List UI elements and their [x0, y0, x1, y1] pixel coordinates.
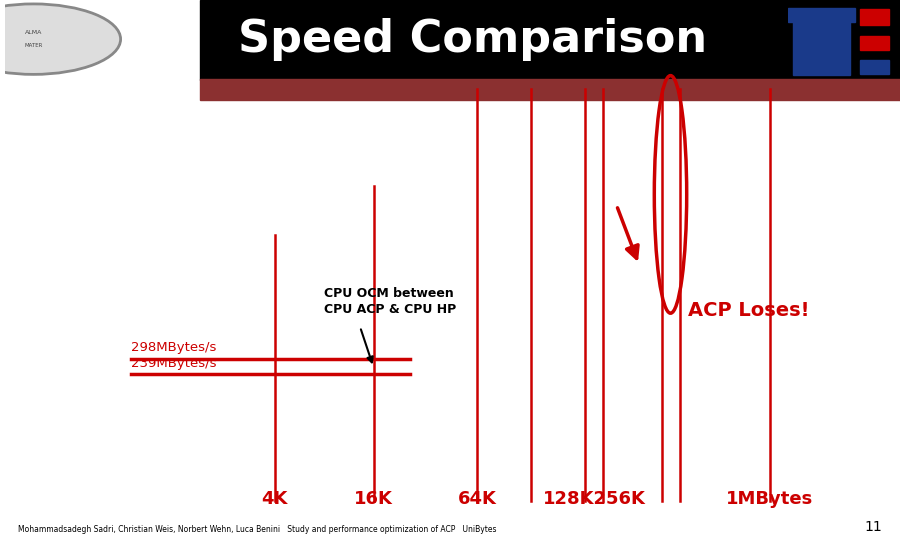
Bar — [200, 0, 900, 80]
Text: 16K: 16K — [354, 490, 393, 508]
Circle shape — [0, 4, 121, 75]
Bar — [860, 36, 889, 50]
Text: CPU OCM between: CPU OCM between — [324, 287, 454, 300]
Bar — [793, 22, 850, 75]
Text: MATER: MATER — [24, 43, 42, 48]
Text: 64K: 64K — [457, 490, 497, 508]
Text: ACP Loses!: ACP Loses! — [688, 301, 810, 320]
Bar — [200, 79, 900, 100]
Text: Mohammadsadegh Sadri, Christian Weis, Norbert Wehn, Luca Benini   Study and perf: Mohammadsadegh Sadri, Christian Weis, No… — [18, 524, 497, 534]
Bar — [788, 8, 855, 22]
Bar — [860, 60, 889, 74]
Bar — [860, 9, 889, 25]
Text: CPU ACP & CPU HP: CPU ACP & CPU HP — [324, 303, 456, 316]
Text: 11: 11 — [864, 519, 882, 534]
Text: 239MBytes/s: 239MBytes/s — [130, 357, 216, 370]
Text: 4K: 4K — [261, 490, 288, 508]
Text: 298MBytes/s: 298MBytes/s — [130, 341, 216, 354]
Text: 128K256K: 128K256K — [543, 490, 645, 508]
Text: 1MBytes: 1MBytes — [726, 490, 813, 508]
Text: ALMA: ALMA — [25, 30, 42, 35]
Text: Speed Comparison: Speed Comparison — [238, 18, 707, 62]
